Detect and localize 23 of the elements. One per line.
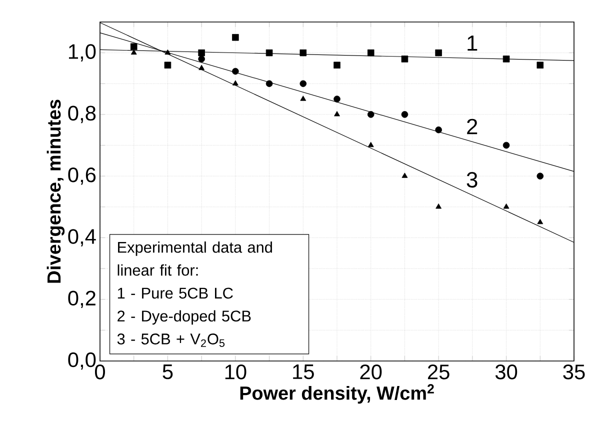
y-tick-label: 0,8 bbox=[68, 106, 96, 124]
x-tick-label: 35 bbox=[563, 364, 585, 380]
x-axis-title: Power density, W/cm$^{2}$ bbox=[240, 384, 434, 404]
annotation: 3 - 5CB + V$_{2}$O$_{5}$ bbox=[117, 334, 225, 347]
y-tick-label: 0,6 bbox=[68, 167, 96, 185]
x-tick-label: 5 bbox=[162, 364, 173, 380]
y-tick-label: 1,0 bbox=[68, 44, 96, 62]
annotation: 2 bbox=[467, 118, 478, 134]
annotation: 2 - Dye-doped 5CB bbox=[118, 310, 251, 325]
annotation: Experimental data and linear fit for: bbox=[118, 241, 272, 276]
y-tick-label: 0,2 bbox=[68, 290, 96, 308]
x-tick-label: 0 bbox=[94, 364, 105, 380]
x-tick-label: 30 bbox=[495, 364, 518, 380]
x-tick-label: 20 bbox=[360, 364, 382, 380]
x-tick-label: 25 bbox=[428, 364, 450, 380]
annotation: 1 bbox=[468, 36, 478, 51]
y-axis-title: Divergence, minutes bbox=[46, 100, 65, 283]
annotation: 3 bbox=[466, 172, 478, 188]
x-tick-label: 15 bbox=[293, 364, 314, 380]
annotation: 1 - Pure 5CB LC bbox=[118, 288, 233, 299]
y-tick-label: 0,4 bbox=[68, 229, 96, 246]
x-tick-label: 10 bbox=[225, 364, 246, 380]
y-tick-label: 0,0 bbox=[68, 352, 96, 370]
